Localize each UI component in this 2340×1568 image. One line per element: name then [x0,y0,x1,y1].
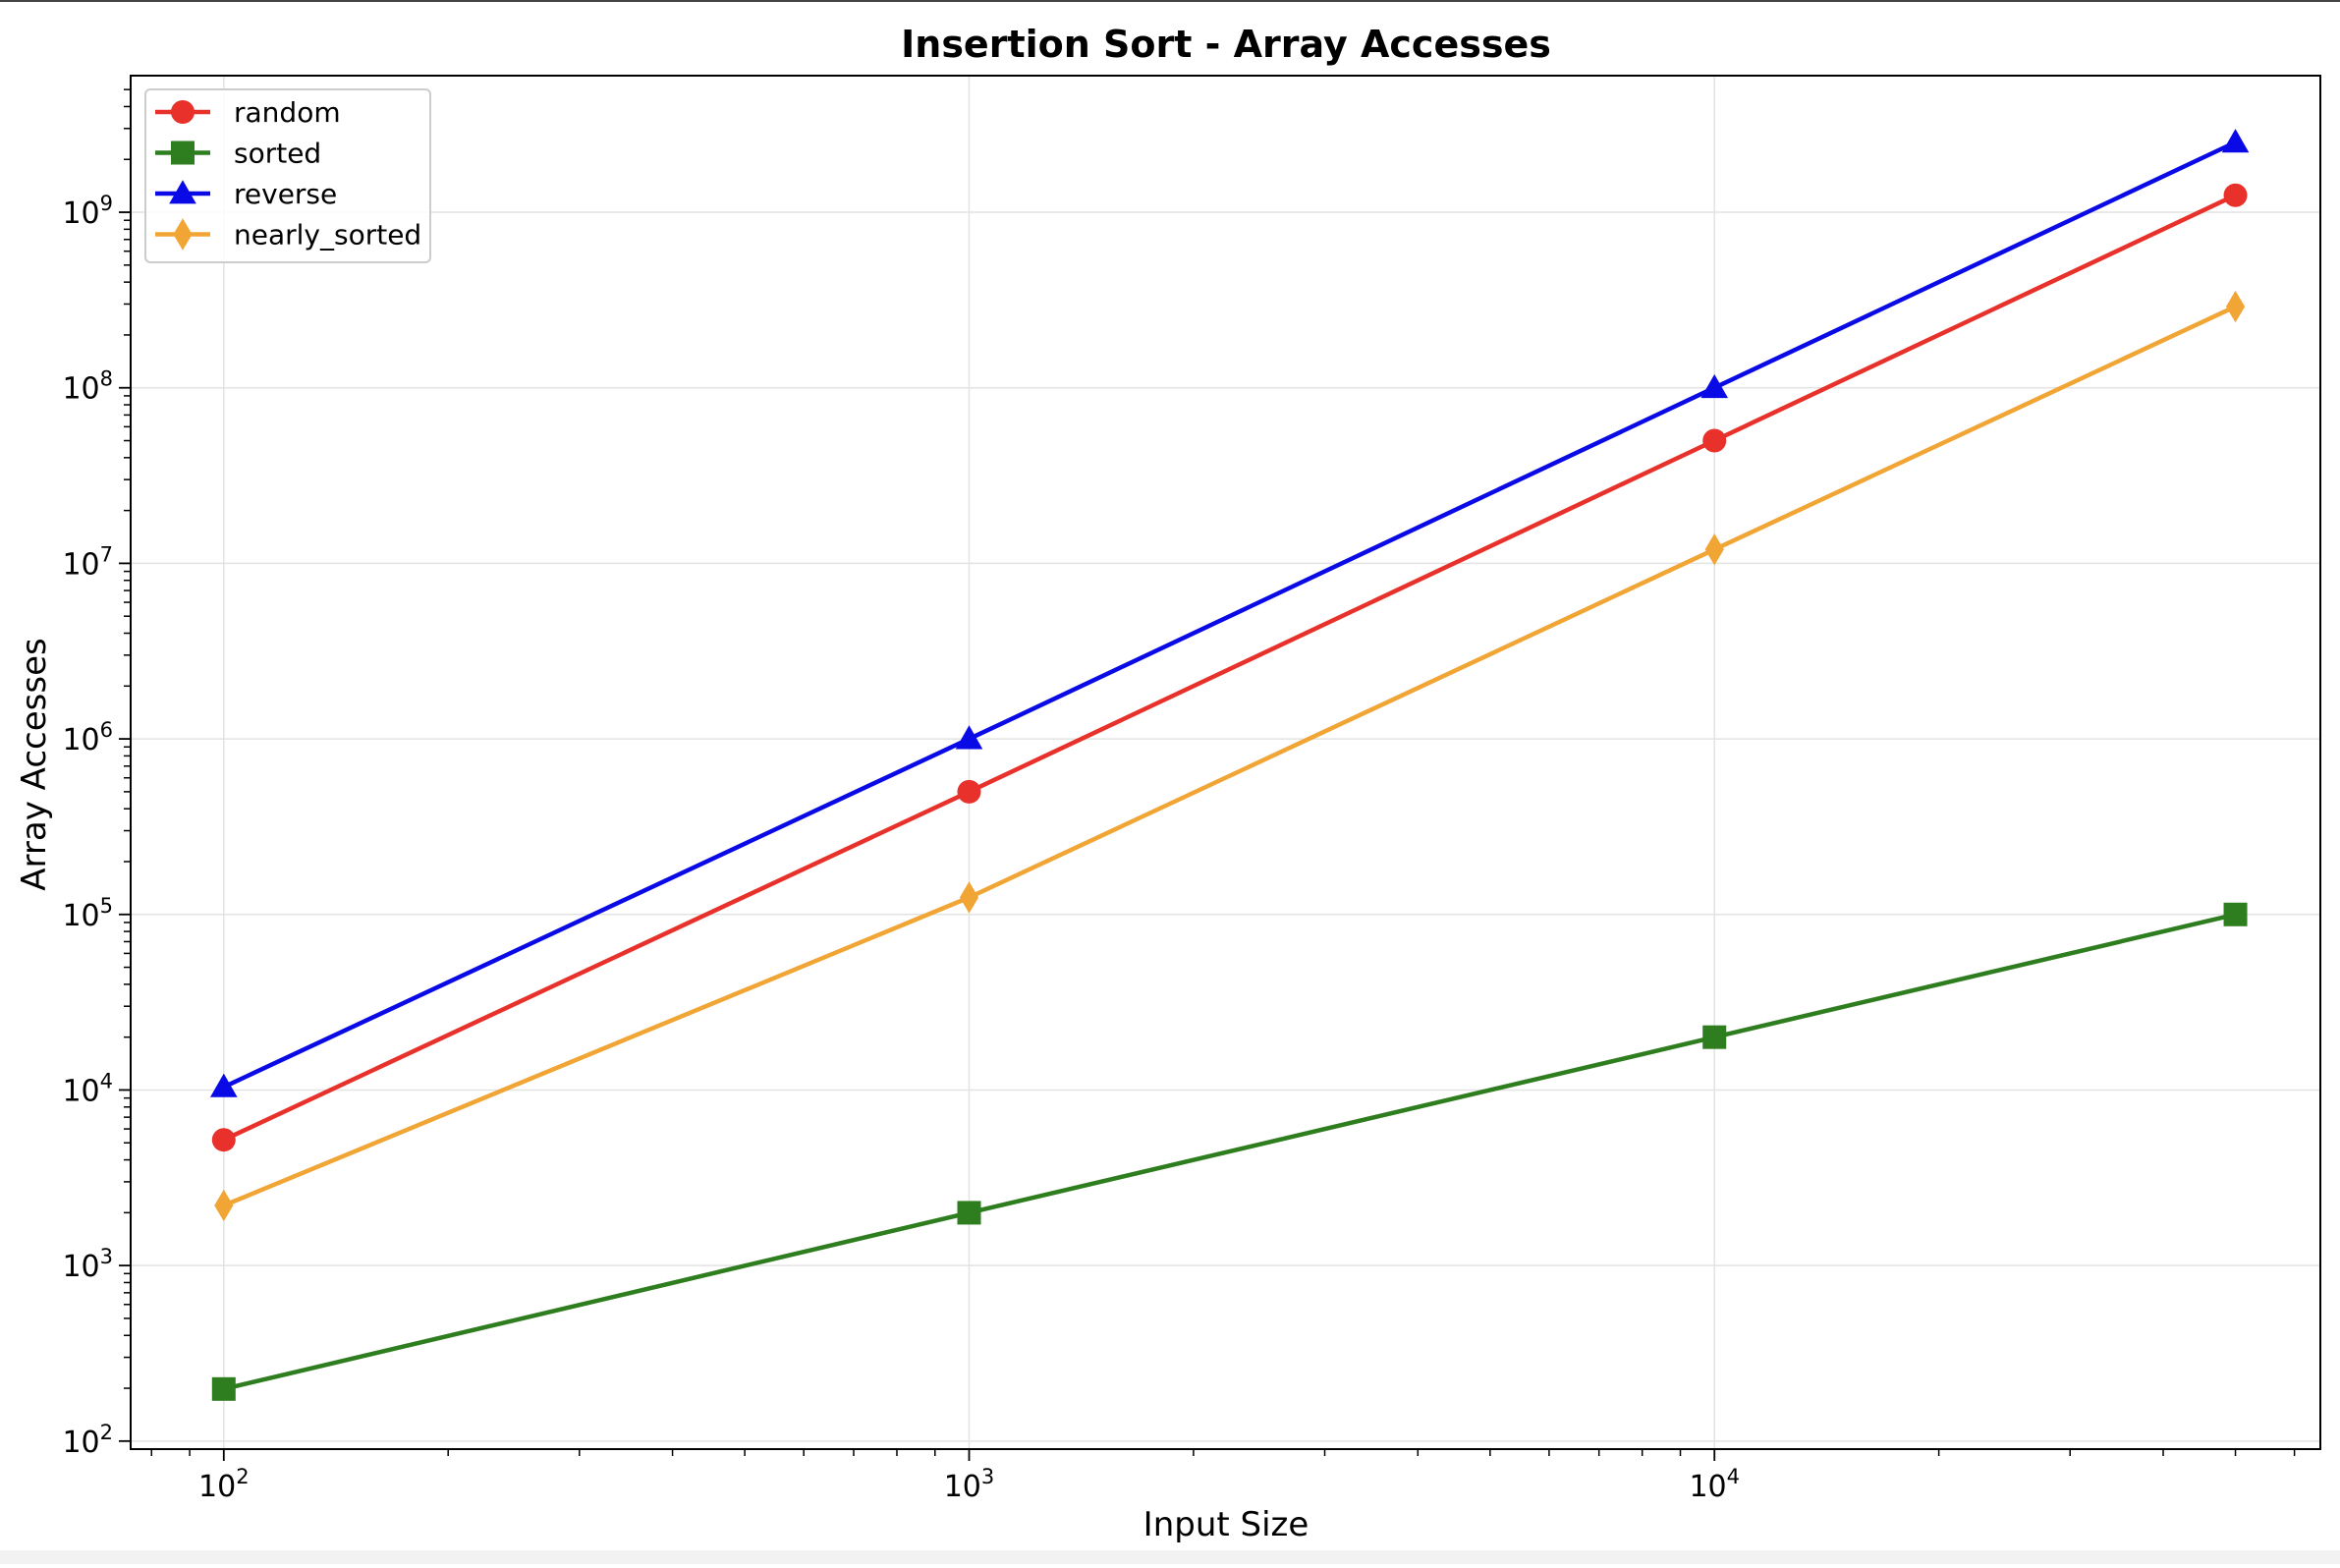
series-line-random [222,193,2237,1143]
legend-label-nearly_sorted: nearly_sorted [234,219,421,252]
y-tick-label: 102 [62,1421,113,1460]
y-tick-label: 108 [62,367,113,407]
legend-marker-sorted [171,140,195,165]
chart-title: Insertion Sort - Array Accesses [901,23,1551,66]
data-point-random [2223,183,2248,207]
x-tick-label: 102 [198,1465,250,1504]
data-point-reverse [209,1073,238,1097]
plot-frame [130,75,2321,1450]
top-border [0,0,2340,2]
data-point-random [1702,428,1727,453]
data-point-sorted [2223,902,2248,926]
x-axis-label: Input Size [1143,1505,1309,1544]
data-point-reverse [955,725,983,750]
legend-label-random: random [234,96,341,129]
series-line-sorted [223,912,2237,1391]
y-tick-label: 104 [62,1069,113,1108]
x-tick-label: 103 [944,1465,995,1504]
axes-layer: 102 103 104 102 103 104 105 106 107 108 109 [62,75,2321,1504]
legend-box [144,88,431,263]
legend-marker-nearly_sorted [173,218,193,251]
data-point-nearly_sorted [959,881,979,914]
data-point-nearly_sorted [2225,290,2246,323]
y-tick-label: 107 [62,542,113,582]
data-point-reverse [1700,373,1729,399]
y-axis-label: Array Accesses [15,638,54,890]
series-line-nearly_sorted [222,305,2237,1208]
series-line-reverse [222,140,2237,1090]
data-point-sorted [957,1201,981,1225]
data-point-sorted [211,1376,236,1401]
data-point-sorted [1702,1025,1727,1049]
series-random [211,183,2248,1152]
legend-marker-random [171,100,195,124]
legend-marker-reverse [169,180,196,204]
series-nearly_sorted [214,290,2246,1222]
y-tick-label: 103 [62,1245,113,1284]
series-sorted [211,902,2248,1401]
grid-layer [131,76,2320,1449]
series-layer [209,129,2250,1401]
x-tick-label: 104 [1689,1465,1740,1504]
data-point-random [957,779,981,804]
bottom-band [0,1550,2340,1564]
legend: random sorted reverse nearly_sorted [144,88,431,263]
data-point-random [211,1128,236,1152]
data-point-nearly_sorted [214,1189,234,1222]
data-point-reverse [2221,129,2250,153]
y-tick-label: 109 [62,192,113,231]
data-point-nearly_sorted [1704,533,1724,566]
series-reverse [209,129,2250,1097]
legend-label-reverse: reverse [234,178,337,210]
legend-label-sorted: sorted [234,138,321,170]
y-tick-label: 106 [62,718,113,757]
y-tick-label: 105 [62,894,113,933]
